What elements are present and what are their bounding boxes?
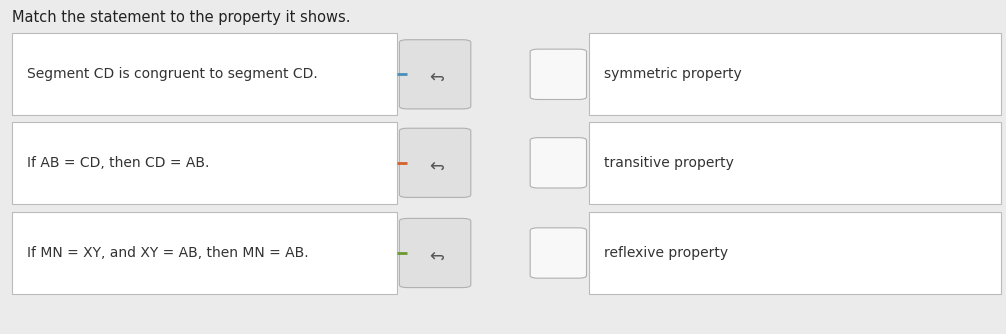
Text: If AB = CD, then CD = AB.: If AB = CD, then CD = AB. <box>27 156 209 170</box>
FancyBboxPatch shape <box>12 122 397 204</box>
Text: reflexive property: reflexive property <box>604 246 727 260</box>
Text: ↪: ↪ <box>428 244 443 262</box>
Text: ↪: ↪ <box>428 154 443 172</box>
FancyBboxPatch shape <box>589 212 1001 294</box>
Text: symmetric property: symmetric property <box>604 67 741 81</box>
FancyBboxPatch shape <box>530 228 586 278</box>
FancyBboxPatch shape <box>399 40 471 109</box>
FancyBboxPatch shape <box>589 122 1001 204</box>
Text: Segment CD is congruent to segment CD.: Segment CD is congruent to segment CD. <box>27 67 318 81</box>
FancyBboxPatch shape <box>12 212 397 294</box>
FancyBboxPatch shape <box>589 33 1001 115</box>
FancyBboxPatch shape <box>530 49 586 100</box>
Text: Match the statement to the property it shows.: Match the statement to the property it s… <box>12 10 350 25</box>
FancyBboxPatch shape <box>12 33 397 115</box>
FancyBboxPatch shape <box>530 138 586 188</box>
FancyBboxPatch shape <box>399 218 471 288</box>
Text: If MN = XY, and XY = AB, then MN = AB.: If MN = XY, and XY = AB, then MN = AB. <box>27 246 309 260</box>
Text: ↪: ↪ <box>428 65 443 83</box>
Text: transitive property: transitive property <box>604 156 733 170</box>
FancyBboxPatch shape <box>399 128 471 197</box>
